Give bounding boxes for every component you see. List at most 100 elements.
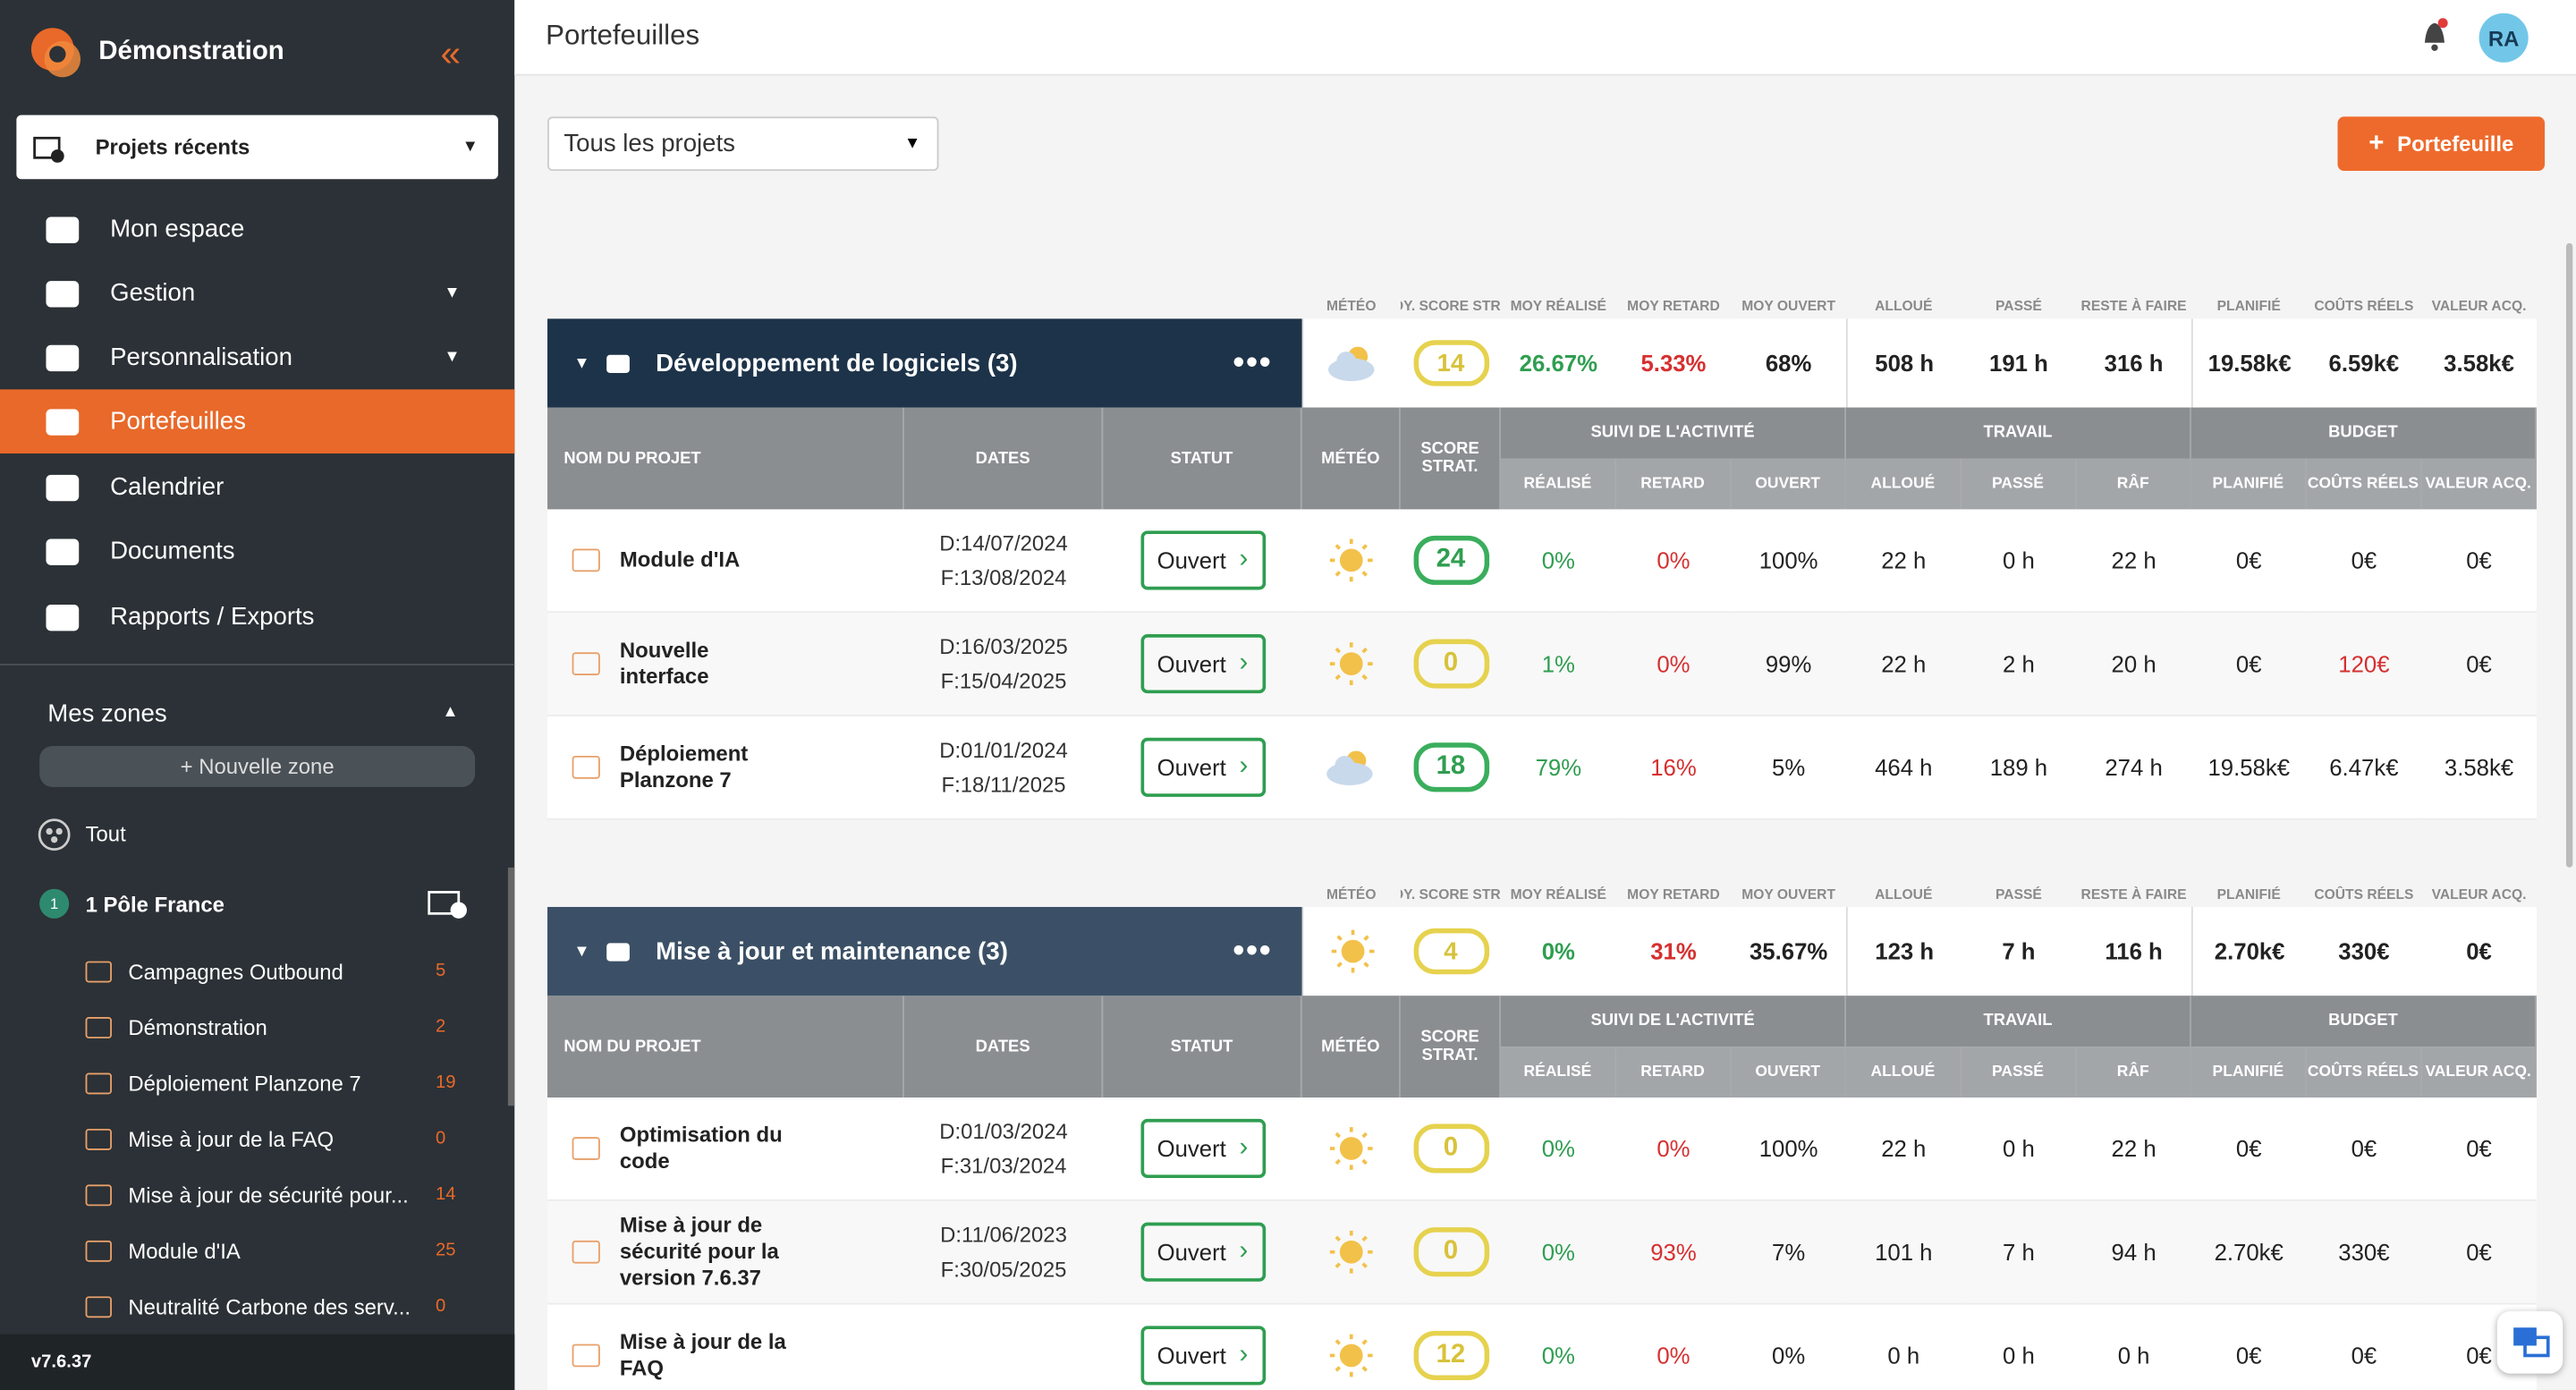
value-cell: 0€ — [2421, 1201, 2537, 1305]
portfolio: MÉTÉOMOY. SCORE STRAT.MOY RÉALISÉMOY RET… — [547, 881, 2537, 1390]
folder-icon — [86, 1016, 112, 1038]
folder-name: Démonstration — [128, 1014, 267, 1039]
summary-score: 4 — [1401, 907, 1501, 996]
sub-header: VALEUR ACQ. — [2421, 1047, 2537, 1098]
menu-item[interactable]: Portefeuilles — [0, 389, 514, 453]
folder[interactable]: Campagnes Outbound5 — [86, 954, 496, 987]
value-cell: 100% — [1731, 509, 1846, 613]
menu-item[interactable]: Rapports / Exports — [0, 585, 514, 649]
group-badge: 1 — [39, 889, 69, 919]
value-cell: 6.47k€ — [2307, 716, 2422, 820]
status-cell: Ouvert› — [1103, 1304, 1301, 1390]
value-cell: 0€ — [2191, 1098, 2307, 1201]
menu-item[interactable]: Calendrier — [0, 455, 514, 520]
sub-header: ALLOUÉ — [1846, 458, 1962, 509]
folder-icon — [572, 1137, 600, 1160]
summary-header: RESTE À FAIRE — [2076, 292, 2191, 318]
folder[interactable]: Déploiement Planzone 719 — [86, 1066, 496, 1099]
status-label: Ouvert — [1157, 1343, 1226, 1369]
status-button[interactable]: Ouvert› — [1140, 1223, 1266, 1282]
weather-cell — [1302, 1098, 1401, 1201]
folder-icon — [572, 756, 600, 779]
project-name-cell[interactable]: Déploiement Planzone 7 — [547, 716, 904, 820]
project-name: Nouvelle interface — [620, 638, 801, 691]
icon — [46, 408, 79, 434]
icon — [33, 132, 66, 162]
score: 0 — [1413, 1227, 1489, 1276]
folder-icon — [572, 1344, 600, 1368]
dates-cell: D:11/06/2023F:30/05/2025 — [904, 1201, 1103, 1305]
folder-count: 2 — [436, 1017, 445, 1037]
notifications[interactable] — [2419, 16, 2449, 52]
summary-value: 316 h — [2076, 318, 2191, 407]
sub-header: RÂF — [2076, 1047, 2191, 1098]
value-cell: 0€ — [2191, 613, 2307, 716]
add-portfolio[interactable]: +Portefeuille — [2337, 116, 2545, 171]
project-name-cell[interactable]: Mise à jour de la FAQ — [547, 1304, 904, 1390]
all[interactable]: Tout — [86, 821, 126, 846]
menu-label: Gestion — [110, 279, 195, 307]
status-button[interactable]: Ouvert› — [1140, 1119, 1266, 1178]
more[interactable]: ••• — [1233, 344, 1272, 382]
portfolio-header[interactable]: ▼Mise à jour et maintenance (3)••• — [547, 907, 1302, 996]
chevron: › — [1239, 752, 1248, 782]
project-name-cell[interactable]: Module d'IA — [547, 509, 904, 613]
start-date: D:14/07/2024 — [939, 530, 1067, 555]
logo — [30, 26, 85, 81]
folder-icon — [572, 652, 600, 675]
status-button[interactable]: Ouvert› — [1140, 738, 1266, 797]
status-button[interactable]: Ouvert› — [1140, 634, 1266, 693]
project-name-cell[interactable]: Nouvelle interface — [547, 613, 904, 716]
summary-header: VALEUR ACQ. — [2421, 881, 2537, 907]
menu-item[interactable]: Personnalisation▼ — [0, 326, 514, 390]
summary-header: PASSÉ — [1962, 881, 2077, 907]
avatar[interactable]: RA — [2479, 13, 2529, 63]
summary-value: 6.59k€ — [2307, 318, 2422, 407]
menu-label: Mon espace — [110, 216, 244, 243]
summary-value: 3.58k€ — [2421, 318, 2537, 407]
chat[interactable] — [2497, 1311, 2563, 1374]
icon — [46, 604, 79, 630]
summary-value: 123 h — [1846, 907, 1962, 996]
value-cell: 79% — [1501, 716, 1616, 820]
project-name-cell[interactable]: Optimisation du code — [547, 1098, 904, 1201]
folder[interactable]: Neutralité Carbone des serv...0 — [86, 1290, 496, 1323]
summary-weather — [1302, 907, 1401, 996]
value-cell: 0€ — [2421, 509, 2537, 613]
folder-name: Mise à jour de la FAQ — [128, 1126, 334, 1151]
value-cell: 22 h — [1846, 613, 1962, 716]
status-button[interactable]: Ouvert› — [1140, 1326, 1266, 1385]
status-button[interactable]: Ouvert› — [1140, 530, 1266, 589]
portfolio-header[interactable]: ▼Développement de logiciels (3)••• — [547, 318, 1302, 407]
score: 0 — [1413, 640, 1489, 689]
project-name: Optimisation du code — [620, 1123, 801, 1175]
status-cell: Ouvert› — [1103, 1098, 1301, 1201]
value-cell: 3.58k€ — [2421, 716, 2537, 820]
project-name-cell[interactable]: Mise à jour de sécurité pour la version … — [547, 1201, 904, 1305]
collapse[interactable]: « — [441, 33, 462, 76]
folder-count: 14 — [436, 1184, 456, 1204]
filter-select[interactable]: Tous les projets▼ — [547, 116, 938, 171]
value-cell: 189 h — [1962, 716, 2077, 820]
menu-item[interactable]: Mon espace — [0, 197, 514, 261]
end-date: F:15/04/2025 — [941, 669, 1067, 694]
folder[interactable]: Mise à jour de sécurité pour...14 — [86, 1178, 496, 1211]
add-folder[interactable] — [428, 887, 470, 920]
folder[interactable]: Module d'IA25 — [86, 1234, 496, 1267]
menu-item[interactable]: Gestion▼ — [0, 261, 514, 326]
more[interactable]: ••• — [1233, 932, 1272, 970]
score: 14 — [1413, 340, 1489, 386]
sub-header: OUVERT — [1731, 458, 1846, 509]
folder[interactable]: Démonstration 2 — [86, 1011, 496, 1044]
summary-header: VALEUR ACQ. — [2421, 292, 2537, 318]
folder[interactable]: Mise à jour de la FAQ0 — [86, 1123, 496, 1156]
value-cell: 0€ — [2191, 509, 2307, 613]
group-name[interactable]: 1 Pôle France — [86, 892, 225, 917]
recent-dropdown[interactable]: Projets récents ▼ — [16, 115, 498, 180]
menu-item[interactable]: Documents — [0, 519, 514, 583]
chevron: › — [1239, 649, 1248, 679]
start-date: D:11/06/2023 — [940, 1223, 1067, 1248]
sub-header: RÉALISÉ — [1501, 458, 1616, 509]
weather-icon — [1324, 536, 1379, 585]
new-zone[interactable]: + Nouvelle zone — [39, 746, 475, 787]
